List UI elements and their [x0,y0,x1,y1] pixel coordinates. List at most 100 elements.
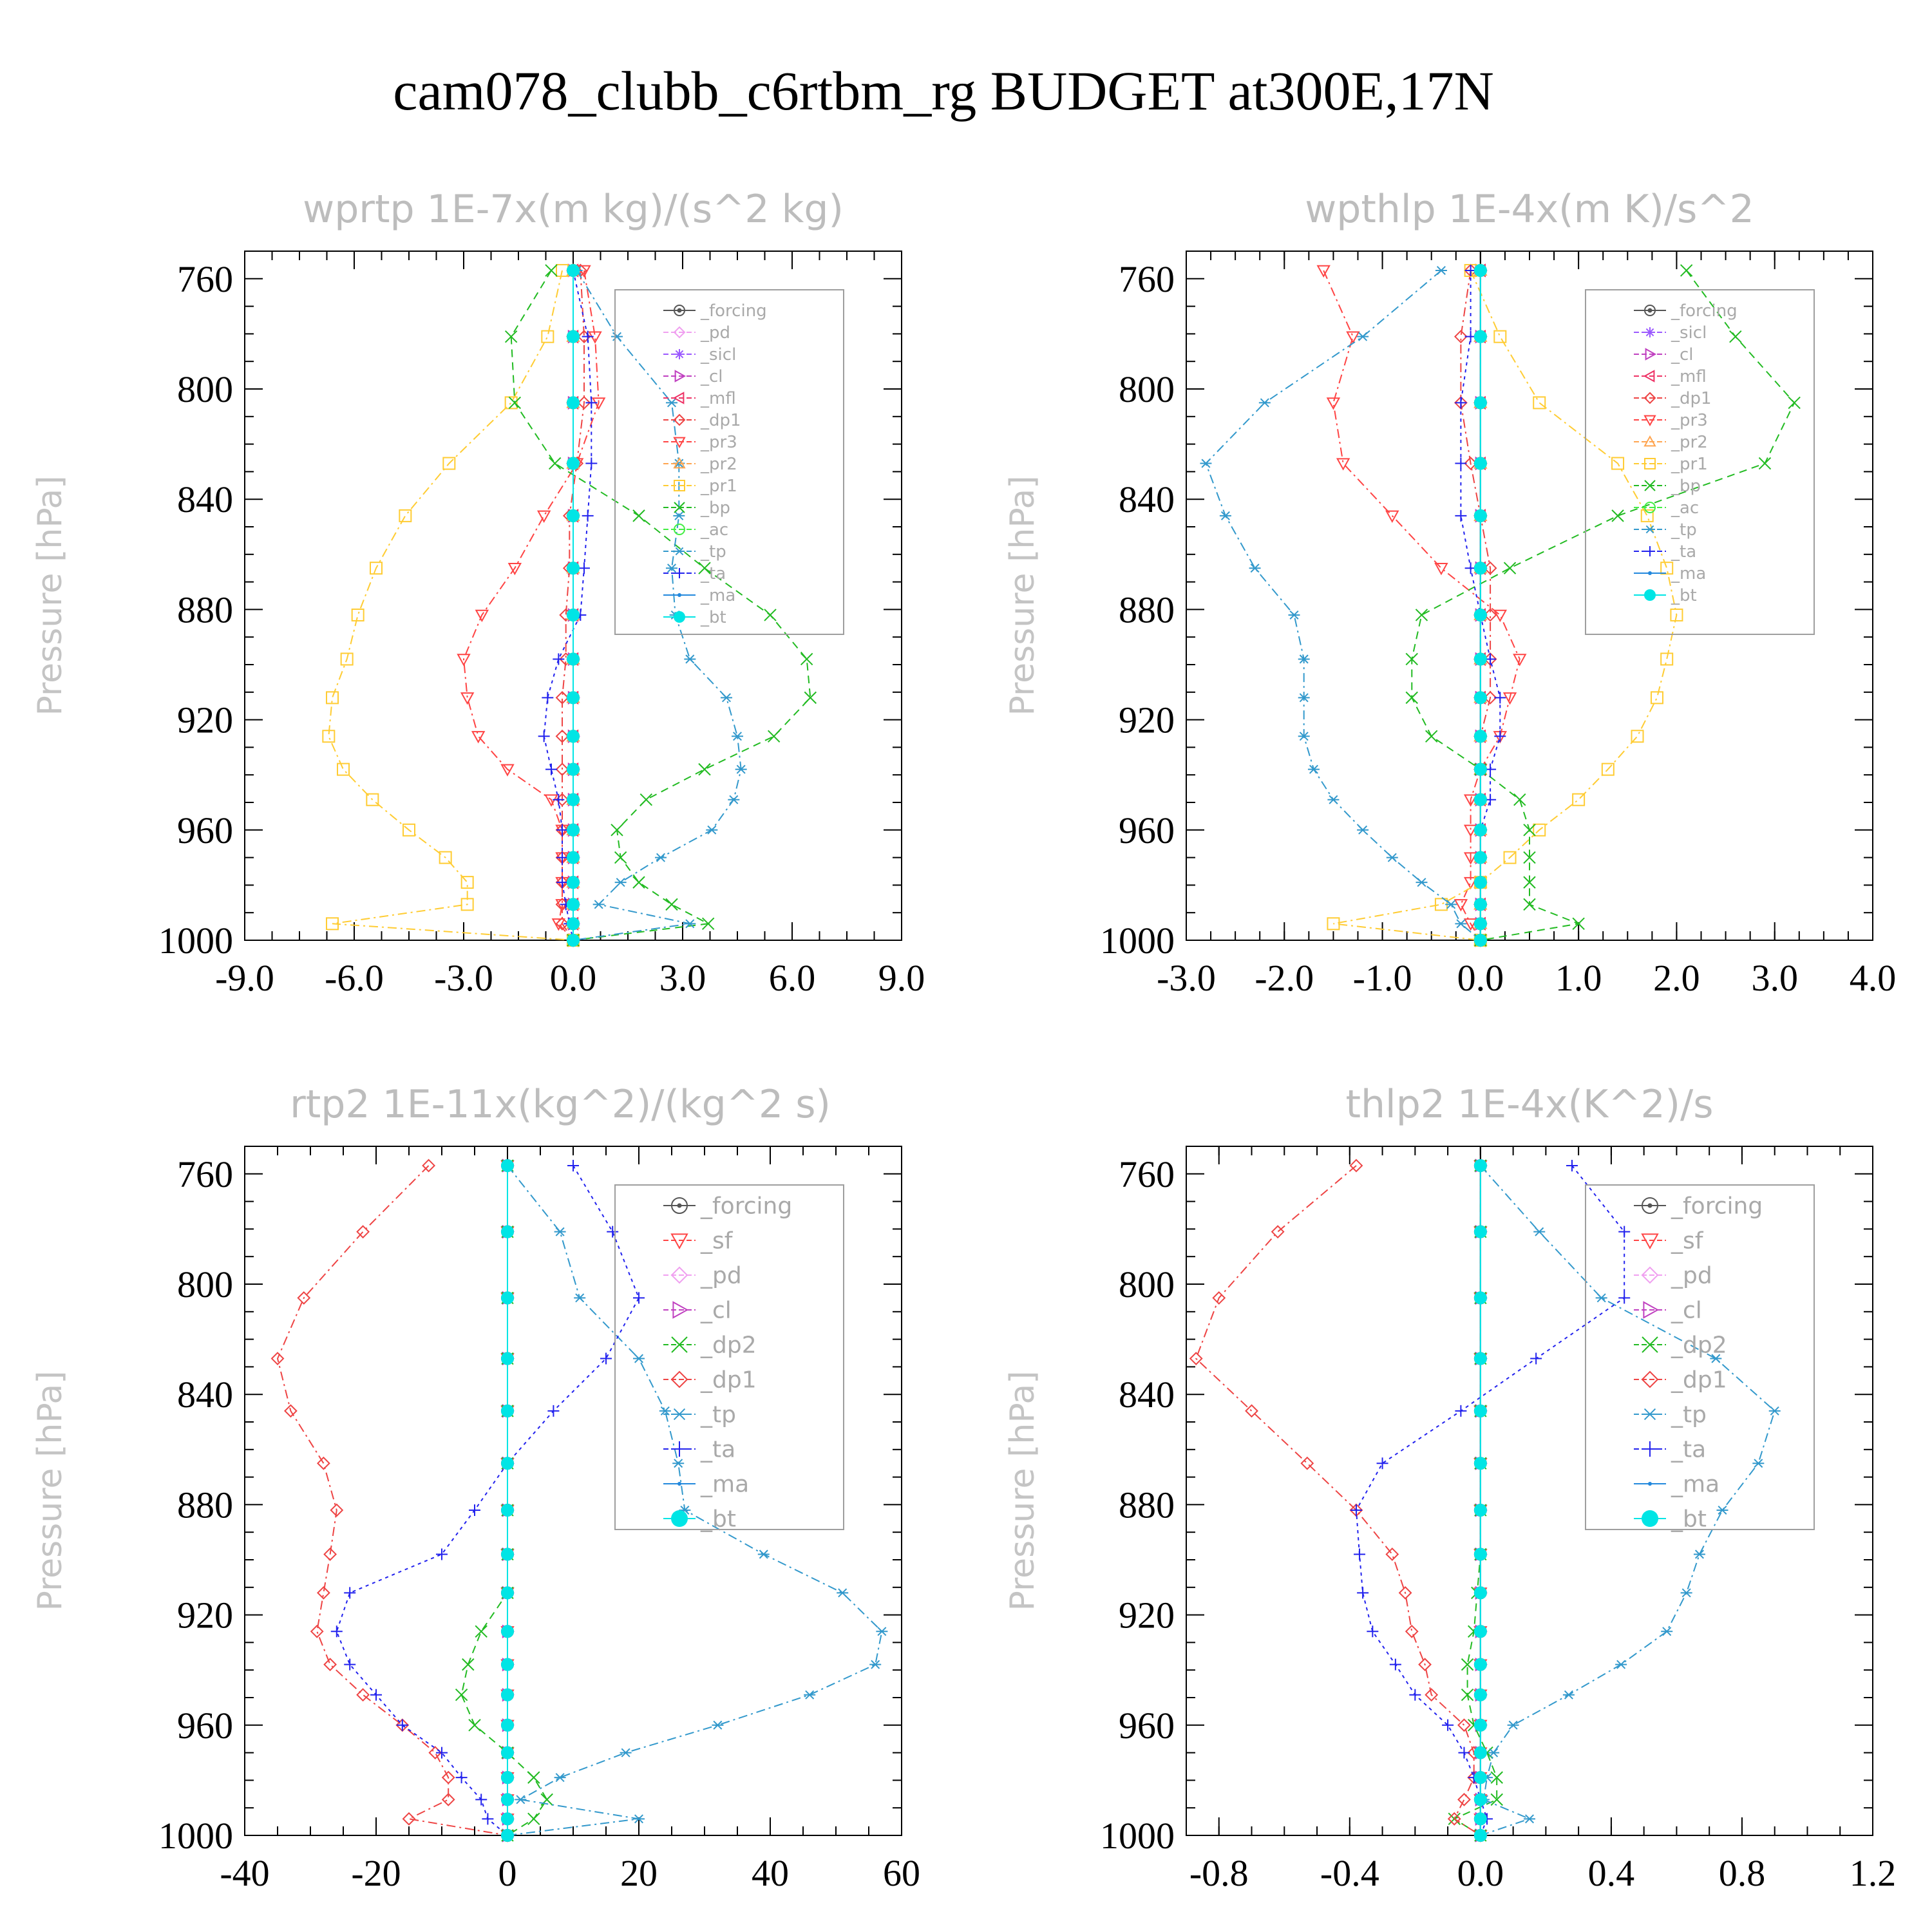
x-tick-label: 0.0 [550,957,597,999]
legend-marker [1642,1510,1658,1527]
legend-marker [674,611,685,623]
data-point_pr3 [551,918,566,931]
data-point_pr1 [1493,330,1507,343]
data-point_pr3 [1346,331,1360,344]
data-point_bt [567,851,580,864]
x-tick-label: 40 [752,1852,789,1894]
data-point_bp [508,396,522,410]
data-point_bp [764,609,777,621]
legend-marker [1645,348,1657,361]
data-point_pr1 [1503,851,1517,864]
data-point_tp [1298,732,1310,741]
x-tick-label: 0.4 [1588,1852,1635,1894]
legend-label: _bp [700,498,730,518]
data-point_dp1 [270,1352,285,1365]
data-point_bp [698,762,711,776]
y-tick-label: 1000 [158,920,233,961]
data-point_bp [1611,509,1624,522]
x-tick-label: -3.0 [434,957,493,999]
data-point_tp [515,1795,527,1804]
x-tick-label: -1.0 [1353,957,1412,999]
data-point_pr3 [1463,794,1478,807]
panel-title: wpthlp 1E-4x(m K)/s^2 [1305,187,1754,232]
y-tick-label: 1000 [158,1815,233,1857]
data-point_bt [1473,1771,1487,1785]
data-point_tp [1455,919,1467,929]
data-point_tp [1435,265,1447,275]
legend-marker [1644,502,1656,513]
series-group [270,1159,888,1843]
data-point_dp1 [577,395,591,410]
legend: _forcing _sf _pd _cl _dp2 _dp1 _tp _ta _ma _bt [1585,1184,1815,1533]
data-point_ta [1350,1504,1362,1516]
legend-label: _pr2 [700,455,737,474]
data-point_tp [721,693,732,703]
data-point_bp [701,917,715,931]
series-line_tp [1205,270,1481,941]
data-point_ta [436,1548,448,1560]
x-tick-label: -3.0 [1157,957,1216,999]
axis-ticks [1186,1146,1873,1836]
data-point_bt [567,652,580,666]
data-point_ta [556,824,568,836]
data-point_bt [1473,330,1487,343]
data-point_bt [1473,1291,1487,1305]
legend-marker [1648,1482,1652,1486]
legend-label: _ta [1671,1437,1706,1463]
data-point_pr3 [1463,824,1478,837]
data-point_pr3 [1463,852,1478,865]
legend-label: _sicl [1671,323,1707,343]
legend-marker [1642,1441,1658,1457]
data-point_bp [804,691,817,705]
data-point_bt [1473,793,1487,806]
panel-title: thlp2 1E-4x(K^2)/s [1345,1082,1713,1127]
legend-label: _tp [700,542,726,562]
data-point_bt [567,762,580,776]
legend-marker [671,1336,688,1353]
data-point_bt [1473,509,1487,522]
legend-marker [674,370,687,383]
legend-label: _sf [1671,1228,1704,1255]
legend-marker [671,1510,688,1527]
legend-marker [671,1197,688,1214]
data-point_pr3 [1463,918,1478,931]
legend-marker [1642,1408,1658,1421]
data-point_bt [567,730,580,743]
data-point_pr1 [1640,509,1654,522]
data-point_bp [1523,851,1536,864]
data-point_dp1 [1349,1159,1363,1173]
legend: _forcing_sicl_cl _mfl _dp1 _pr3 _pr2 _pr1 _bp _… [1585,289,1815,635]
data-point_dp1 [283,1404,298,1418]
data-point_dp1 [1300,1456,1314,1470]
data-point_pr1 [322,730,336,743]
data-point_bt [1473,1625,1487,1638]
data-point_ta [455,1772,468,1784]
legend-label: _forcing [1671,301,1738,321]
series-line_pr3 [1323,270,1520,941]
data-point_bt [1473,396,1487,410]
legend-marker [672,1408,687,1421]
data-point_bt [1473,762,1487,776]
data-point_bt [1473,1658,1487,1671]
data-point_pr1 [340,652,354,666]
legend-label: _ac [1671,498,1699,518]
data-point_bt [567,823,580,837]
data-point_pr1 [399,509,412,522]
legend-marker [674,524,685,535]
legend-label: _forcing [700,301,767,321]
data-point_dp1 [555,690,569,705]
series-line_ta [336,1165,640,1836]
data-point_pr1 [1660,652,1674,666]
y-tick-label: 1000 [1100,1815,1175,1857]
data-point_pr3 [1493,609,1508,623]
data-point_pr3 [475,609,489,623]
data-point_tp [684,654,696,664]
x-tick-label: 0.8 [1719,1852,1766,1894]
data-point_pr1 [1631,730,1644,743]
data-point_tp [1386,853,1398,862]
data-point_dp1 [297,1291,311,1305]
data-point_ta [553,653,565,665]
data-point_bt [501,1225,514,1238]
data-point_ta [1566,1159,1578,1171]
axis-ticks [1186,251,1873,941]
